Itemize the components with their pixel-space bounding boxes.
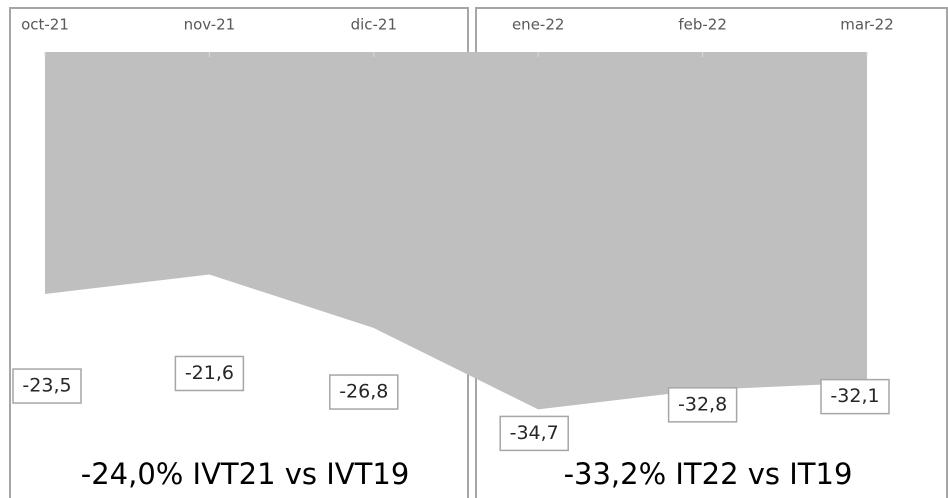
data-label: -32,8: [678, 393, 727, 415]
data-label-box: [499, 415, 569, 452]
x-tick-label: oct-21: [21, 16, 69, 34]
x-tick-label: dic-21: [351, 16, 397, 34]
plot: oct-21 nov-21 dic-21 ene-22 feb-22 mar-22 -23,…: [12, 16, 894, 452]
data-label: -23,5: [22, 375, 71, 397]
data-label-box: [329, 374, 399, 410]
x-tick-label: nov-21: [184, 16, 236, 34]
data-label: -21,6: [185, 362, 234, 384]
x-tick-label: feb-22: [678, 16, 727, 34]
data-label-box: [667, 387, 738, 423]
area: [45, 52, 867, 410]
annotation: -24,0% IVT21 vs IVT19: [81, 457, 410, 491]
data-label: -32,1: [830, 385, 879, 407]
data-label: -26,8: [339, 381, 388, 403]
data-label: -34,7: [510, 422, 559, 444]
data-label-box: [174, 355, 245, 392]
data-label-box: [820, 378, 890, 415]
x-tick-label: ene-22: [512, 16, 564, 34]
annotation: -33,2% IT22 vs IT19: [564, 457, 853, 491]
data-label-box: [12, 368, 82, 404]
x-tick-label: mar-22: [840, 16, 894, 34]
